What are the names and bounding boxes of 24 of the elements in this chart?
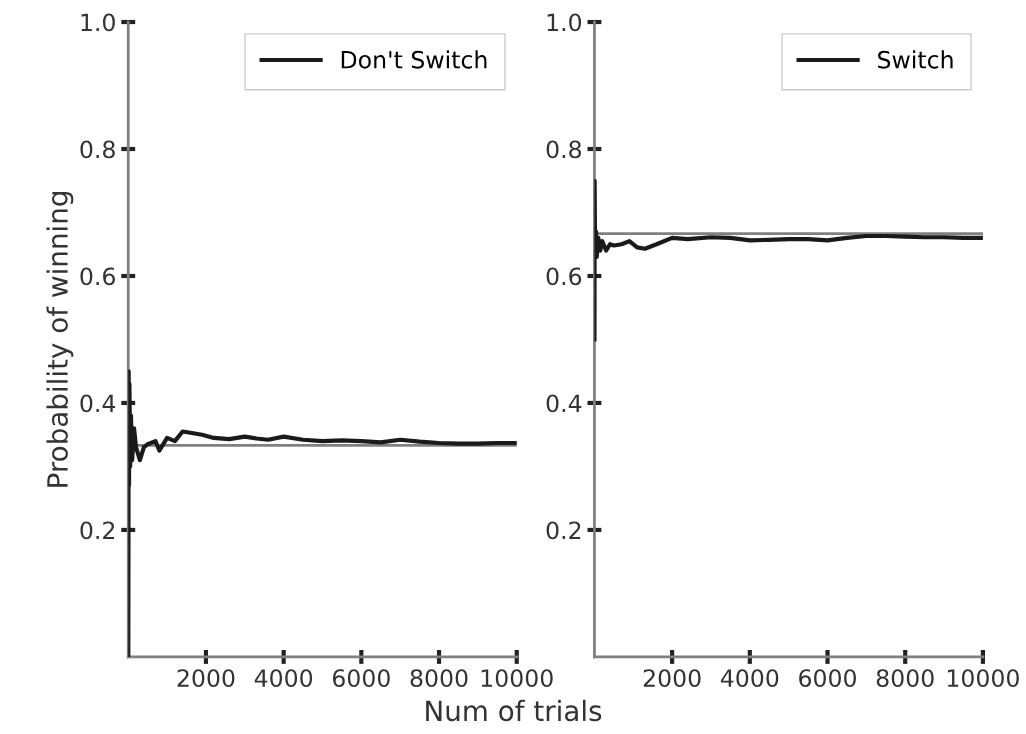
y-tick-label: 1.0 (81, 13, 115, 32)
legend-label: Switch (878, 50, 953, 69)
y-tick-label: 0.4 (546, 394, 582, 413)
y-axis-title: Probability of winning (46, 192, 74, 487)
legend-label: Don't Switch (341, 50, 487, 69)
x-tick-label: 8000 (876, 669, 934, 688)
x-tick-label: 2000 (643, 669, 701, 688)
y-tick-label: 0.6 (546, 267, 582, 286)
x-tick-label: 10000 (481, 669, 553, 688)
y-tick-label: 0.2 (80, 521, 115, 540)
x-tick-label: 6000 (332, 669, 390, 688)
x-tick-label: 4000 (720, 669, 779, 688)
x-axis-title: Num of trials (426, 699, 602, 722)
x-tick-label: 2000 (177, 669, 235, 688)
y-tick-label: 0.4 (80, 394, 116, 413)
y-tick-label: 0.8 (546, 140, 582, 159)
x-tick-label: 8000 (410, 669, 468, 688)
x-tick-label: 10000 (947, 669, 1019, 688)
y-tick-label: 1.0 (547, 13, 582, 32)
y-tick-label: 0.2 (546, 521, 581, 540)
y-tick-label: 0.8 (80, 140, 115, 159)
x-tick-label: 4000 (254, 669, 313, 688)
y-tick-label: 0.6 (80, 267, 115, 286)
x-tick-label: 6000 (799, 669, 856, 688)
